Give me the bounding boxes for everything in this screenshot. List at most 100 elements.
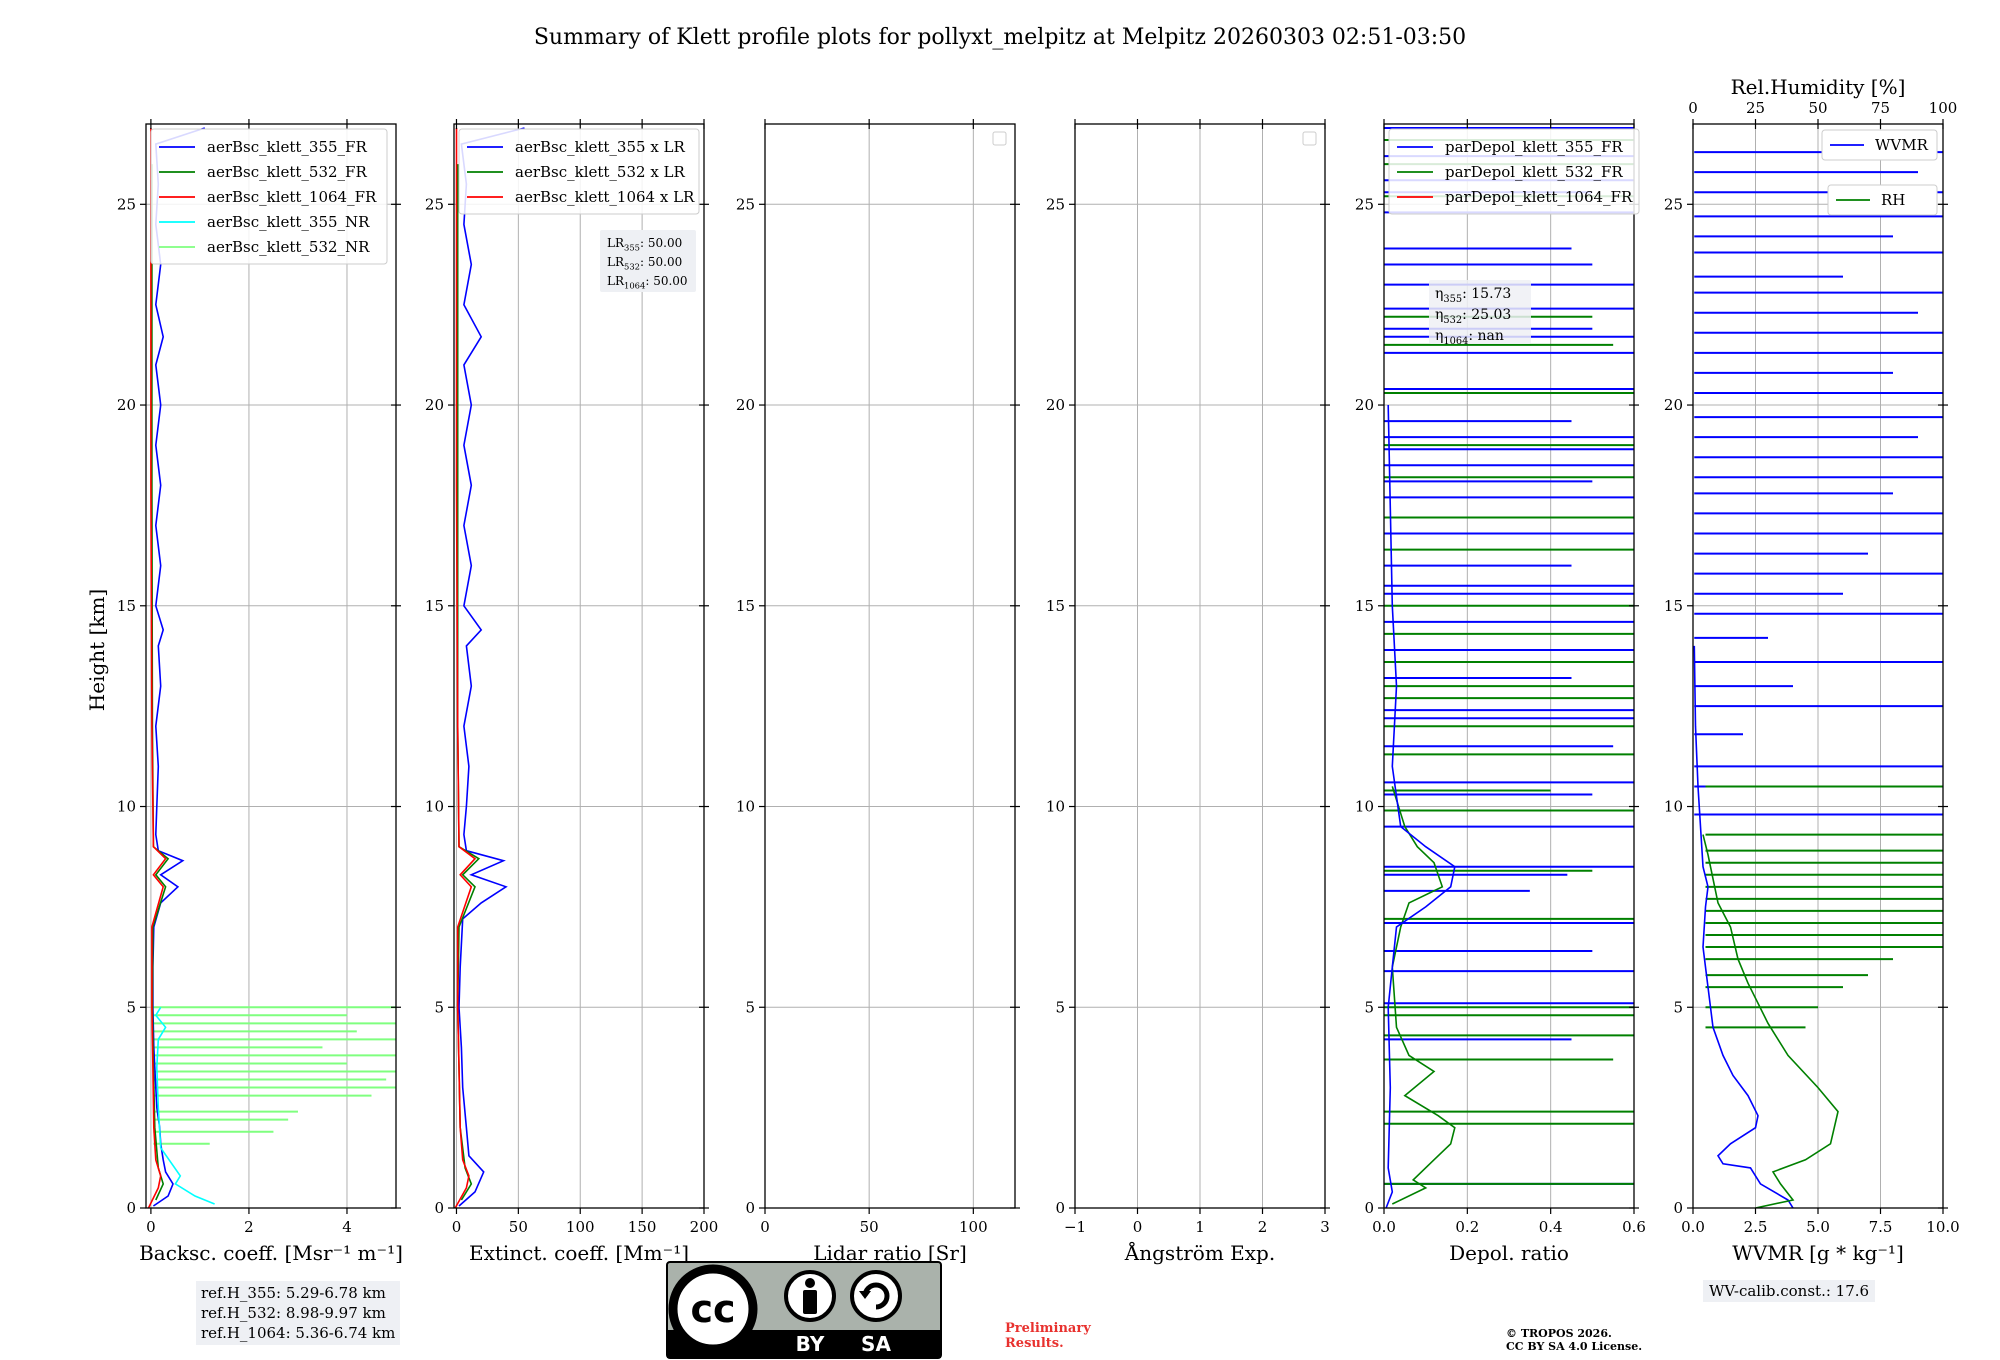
- y-tick-label: 25: [1355, 195, 1374, 213]
- y-tick-label: 0: [126, 1199, 136, 1217]
- x-tick-label: 1: [1195, 1218, 1205, 1236]
- legend-entry: parDepol_klett_355_FR: [1445, 138, 1623, 156]
- legend-box: [458, 128, 700, 215]
- y-tick-label: 20: [1664, 396, 1683, 414]
- top-x-tick-label: 75: [1871, 99, 1890, 117]
- series-parDepol_klett_532_FR: [1391, 786, 1456, 1205]
- x-tick-label: 150: [628, 1218, 657, 1236]
- y-tick-label: 20: [117, 396, 136, 414]
- x-tick-label: 0.2: [1455, 1218, 1479, 1236]
- series-wvmr: [1693, 645, 1794, 1208]
- legend-rh-box: [1827, 184, 1938, 216]
- y-tick-label: 10: [1664, 798, 1683, 816]
- axes-frame: [453, 123, 705, 1209]
- y-tick-label: 10: [1355, 798, 1374, 816]
- top-x-tick-label: 100: [1929, 99, 1958, 117]
- preliminary-note: Preliminary Results.: [1005, 1321, 1091, 1351]
- y-tick-label: 15: [425, 597, 444, 615]
- legend-entry: aerBsc_klett_355_FR: [207, 138, 367, 156]
- x-tick-label: 0: [452, 1218, 462, 1236]
- axes-frame: [764, 123, 1016, 1209]
- cc-circle-icon: [668, 1264, 758, 1354]
- ref-h-1064: ref.H_1064: 5.36-6.74 km: [201, 1324, 396, 1342]
- legend-entry-rh: RH: [1881, 191, 1905, 209]
- plot-area-wvmr: [1693, 151, 1943, 1208]
- top-x-tick-label: 0: [1688, 99, 1698, 117]
- y-tick-label: 25: [425, 195, 444, 213]
- copyright-line-1: © TROPOS 2026.: [1506, 1327, 1612, 1340]
- y-tick-label: 5: [745, 998, 755, 1016]
- y-tick-label: 0: [1364, 1199, 1374, 1217]
- x-tick-label: 0.0: [1372, 1218, 1396, 1236]
- axes-frame: [145, 123, 397, 1209]
- y-tick-label: 20: [736, 396, 755, 414]
- x-tick-label: 0: [760, 1218, 770, 1236]
- x-tick-label: 100: [566, 1218, 595, 1236]
- x-axis-label: WVMR [g * kg⁻¹]: [1732, 1241, 1904, 1265]
- panel-backscatter: 0 2 4 0 5 10 15 20 25 Backsc. coeff. [Msr⁻¹ m⁻¹] a…: [117, 119, 403, 1265]
- legend-entry: aerBsc_klett_355_NR: [207, 213, 370, 231]
- top-x-tick-label: 25: [1746, 99, 1765, 117]
- y-tick-label: 10: [117, 798, 136, 816]
- top-x-axis-label: Rel.Humidity [%]: [1731, 75, 1906, 99]
- empty-legend: [1302, 131, 1317, 146]
- plot-area-backscatter: [147, 127, 396, 1208]
- figure-title: Summary of Klett profile plots for polly…: [534, 25, 1466, 50]
- x-axis-label: Depol. ratio: [1449, 1241, 1569, 1265]
- x-tick-label: 4: [342, 1218, 352, 1236]
- preliminary-line-2: Results.: [1005, 1336, 1064, 1351]
- lr-label: LR1064: 50.00: [607, 274, 688, 291]
- lr-label: LR532: 50.00: [607, 255, 682, 272]
- x-tick-label: 0.4: [1539, 1218, 1563, 1236]
- x-tick-label: 3: [1320, 1218, 1330, 1236]
- x-tick-label: 2.5: [1744, 1218, 1768, 1236]
- y-tick-label: 15: [1664, 597, 1683, 615]
- legend-entry-wvmr: WVMR: [1875, 136, 1929, 154]
- y-tick-label: 5: [1364, 998, 1374, 1016]
- x-tick-label: 200: [690, 1218, 719, 1236]
- reference-height-box: ref.H_355: 5.29-6.78 km ref.H_532: 8.98-…: [196, 1281, 401, 1345]
- legend-entry: aerBsc_klett_1064 x LR: [515, 188, 695, 206]
- ref-h-532: ref.H_532: 8.98-9.97 km: [201, 1304, 386, 1322]
- x-axis-label: Extinct. coeff. [Mm⁻¹]: [469, 1241, 689, 1265]
- x-tick-label: 0.6: [1622, 1218, 1646, 1236]
- y-tick-label: 20: [425, 396, 444, 414]
- x-tick-label: 0: [1133, 1218, 1143, 1236]
- y-tick-label: 10: [425, 798, 444, 816]
- panel-extinction: 0 50 100 150 200 0 5 10 15 20 25 Extinct. coeff. [M…: [425, 119, 718, 1265]
- eta-label: η1064: nan: [1435, 328, 1504, 347]
- y-tick-label: 5: [434, 998, 444, 1016]
- legend-entry: parDepol_klett_1064_FR: [1445, 188, 1633, 206]
- y-tick-label: 15: [1355, 597, 1374, 615]
- legend-wvmr-box: [1821, 129, 1938, 161]
- y-tick-label: 15: [117, 597, 136, 615]
- y-tick-label: 5: [1055, 998, 1065, 1016]
- legend-entry: aerBsc_klett_532_NR: [207, 238, 370, 256]
- y-tick-label: 25: [1046, 195, 1065, 213]
- cc-license-badge: cc BY SA: [666, 1261, 942, 1359]
- x-tick-label: 2: [1258, 1218, 1268, 1236]
- y-axis-label: Height [km]: [85, 589, 109, 711]
- top-x-tick-label: 50: [1808, 99, 1827, 117]
- x-tick-label: 10.0: [1926, 1218, 1959, 1236]
- copyright-line-2: CC BY SA 4.0 License.: [1506, 1340, 1643, 1353]
- y-tick-label: 0: [745, 1199, 755, 1217]
- panel-wvmr: 0.0 2.5 5.0 7.5 10.0 0 5 10 15 20 25 WVMR [g * kg⁻¹…: [1664, 75, 1960, 1265]
- x-tick-label: 50: [860, 1218, 879, 1236]
- series-aerBsc_klett_1064_FR: [147, 128, 167, 1208]
- legend-entry: parDepol_klett_532_FR: [1445, 163, 1623, 181]
- x-tick-label: 5.0: [1806, 1218, 1830, 1236]
- x-tick-label: 50: [509, 1218, 528, 1236]
- wv-calibration-box: WV-calib.const.: 17.6: [1703, 1280, 1876, 1302]
- y-tick-label: 15: [736, 597, 755, 615]
- legend-box: [1388, 128, 1640, 215]
- y-tick-label: 0: [1055, 1199, 1065, 1217]
- panel-depol: 0.0 0.2 0.4 0.6 0 5 10 15 20 25 Depol. ratio parDep…: [1355, 119, 1646, 1265]
- x-tick-label: 0.0: [1681, 1218, 1705, 1236]
- x-tick-label: −1: [1064, 1218, 1086, 1236]
- sa-share-icon: [850, 1270, 902, 1322]
- y-tick-label: 25: [1664, 195, 1683, 213]
- y-tick-label: 15: [1046, 597, 1065, 615]
